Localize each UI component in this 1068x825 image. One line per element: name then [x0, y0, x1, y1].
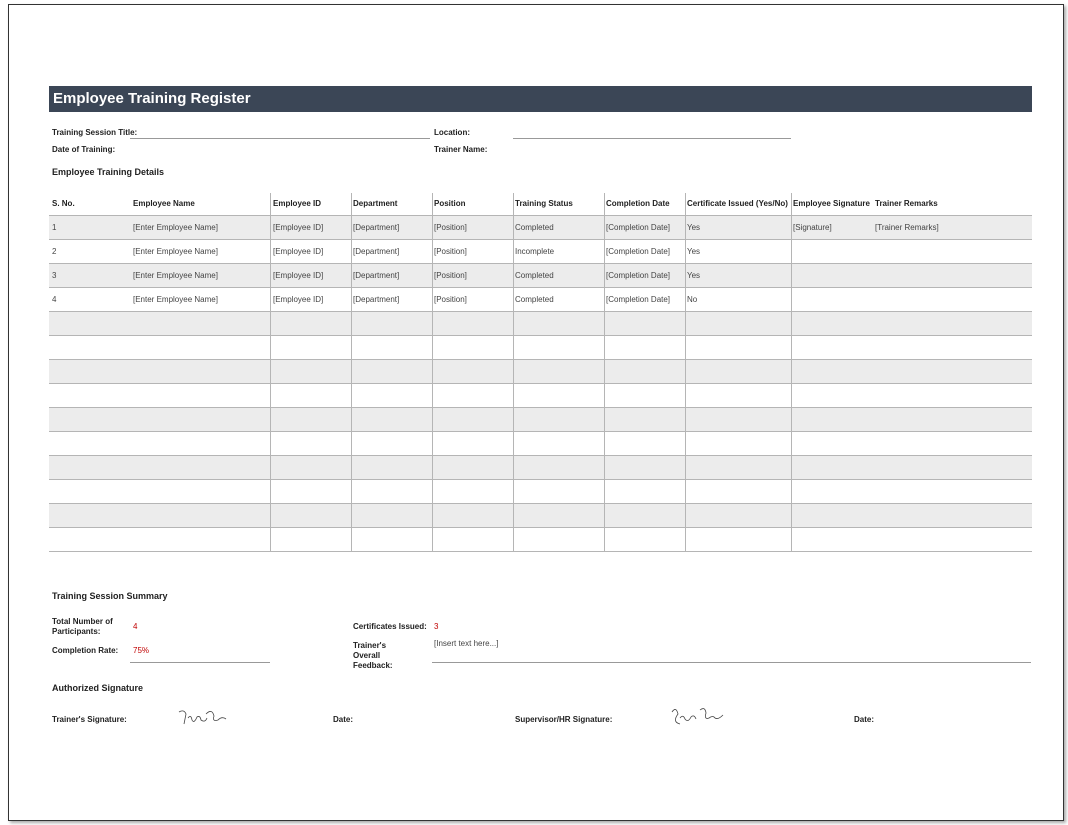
table-row	[49, 456, 1032, 480]
underline	[130, 138, 430, 139]
title: Employee Training Register	[53, 90, 251, 107]
column-header: Department	[353, 199, 398, 208]
table-cell: 3	[52, 271, 57, 280]
table-cell: [Trainer Remarks]	[875, 223, 939, 232]
summary-label: Completion Rate:	[52, 646, 119, 655]
table-cell: No	[687, 295, 698, 304]
trainer-label: Trainer Name:	[434, 145, 488, 154]
column-divider	[791, 193, 792, 552]
column-divider	[685, 193, 686, 552]
column-header: Employee ID	[273, 199, 322, 208]
table-row	[49, 264, 1032, 288]
table-cell: [Employee ID]	[273, 223, 324, 232]
table-cell: [Completion Date]	[606, 247, 671, 256]
table-cell: [Department]	[353, 223, 400, 232]
table-cell: Completed	[515, 223, 554, 232]
table-cell: [Signature]	[793, 223, 832, 232]
table-cell: [Employee ID]	[273, 247, 324, 256]
table-row	[49, 288, 1032, 312]
session-title-label: Training Session Title:	[52, 128, 138, 137]
table-cell: [Department]	[353, 271, 400, 280]
column-header: Certificate Issued (Yes/No)	[687, 199, 788, 208]
summary-value: 3	[434, 622, 439, 631]
table-row	[49, 336, 1032, 360]
table-cell: [Position]	[434, 271, 467, 280]
section-title: Authorized Signature	[52, 683, 144, 693]
table-cell: Completed	[515, 295, 554, 304]
table-row	[49, 240, 1032, 264]
signature-label: Supervisor/HR Signature:	[515, 715, 613, 724]
column-header: Position	[434, 199, 466, 208]
table-cell: [Enter Employee Name]	[133, 223, 218, 232]
table-row	[49, 360, 1032, 384]
table-row	[49, 216, 1032, 240]
summary-value: 75%	[133, 646, 150, 655]
underline	[432, 662, 1031, 663]
column-divider	[351, 193, 352, 552]
summary-value: [Insert text here...]	[434, 639, 499, 648]
column-divider	[432, 193, 433, 552]
table-cell: 2	[52, 247, 57, 256]
table-row	[49, 384, 1032, 408]
table-row	[49, 432, 1032, 456]
table-cell: Yes	[687, 271, 701, 280]
column-header: S. No.	[52, 199, 75, 208]
table-cell: [Completion Date]	[606, 295, 671, 304]
location-label: Location:	[434, 128, 470, 137]
underline	[130, 662, 270, 663]
table-row	[49, 504, 1032, 528]
signature-scribble	[671, 708, 724, 725]
table-cell: 1	[52, 223, 57, 232]
table-cell: [Department]	[353, 295, 400, 304]
table-cell: Completed	[515, 271, 554, 280]
underline	[513, 138, 791, 139]
table-cell: [Department]	[353, 247, 400, 256]
date-label: Date:	[854, 715, 875, 724]
column-header: Completion Date	[606, 199, 670, 208]
table-cell: [Position]	[434, 223, 467, 232]
table-cell: 4	[52, 295, 57, 304]
summary-label: Certificates Issued:	[353, 622, 427, 631]
column-header: Trainer Remarks	[875, 199, 938, 208]
summary-label: Total Number of Participants:	[52, 617, 113, 636]
column-divider	[604, 193, 605, 552]
table-row	[49, 408, 1032, 432]
date-label: Date of Training:	[52, 145, 116, 154]
date-label: Date:	[333, 715, 354, 724]
summary-value: 4	[133, 622, 138, 631]
table-cell: [Position]	[434, 247, 467, 256]
table-cell: [Enter Employee Name]	[133, 247, 218, 256]
table-row	[49, 312, 1032, 336]
frame	[8, 4, 1064, 821]
column-header: Employee Signature	[793, 199, 870, 208]
table-cell: [Enter Employee Name]	[133, 271, 218, 280]
column-divider	[513, 193, 514, 552]
signature-label: Trainer's Signature:	[52, 715, 127, 724]
title-bar	[49, 86, 1032, 112]
table-cell: [Position]	[434, 295, 467, 304]
table-cell: [Enter Employee Name]	[133, 295, 218, 304]
column-divider	[270, 193, 271, 552]
table-cell: [Employee ID]	[273, 295, 324, 304]
section-title: Employee Training Details	[52, 167, 165, 177]
signature-scribble	[178, 710, 227, 725]
section-title: Training Session Summary	[52, 591, 168, 601]
table-cell: [Completion Date]	[606, 271, 671, 280]
header-rule	[49, 215, 1032, 216]
table-cell: [Completion Date]	[606, 223, 671, 232]
table-row	[49, 528, 1032, 552]
column-header: Training Status	[515, 199, 573, 208]
column-header: Employee Name	[133, 199, 195, 208]
table-cell: Yes	[687, 247, 701, 256]
summary-label: Trainer's Overall Feedback:	[353, 641, 393, 670]
table-row	[49, 480, 1032, 504]
table-cell: Incomplete	[515, 247, 555, 256]
table-cell: [Employee ID]	[273, 271, 324, 280]
table-cell: Yes	[687, 223, 701, 232]
